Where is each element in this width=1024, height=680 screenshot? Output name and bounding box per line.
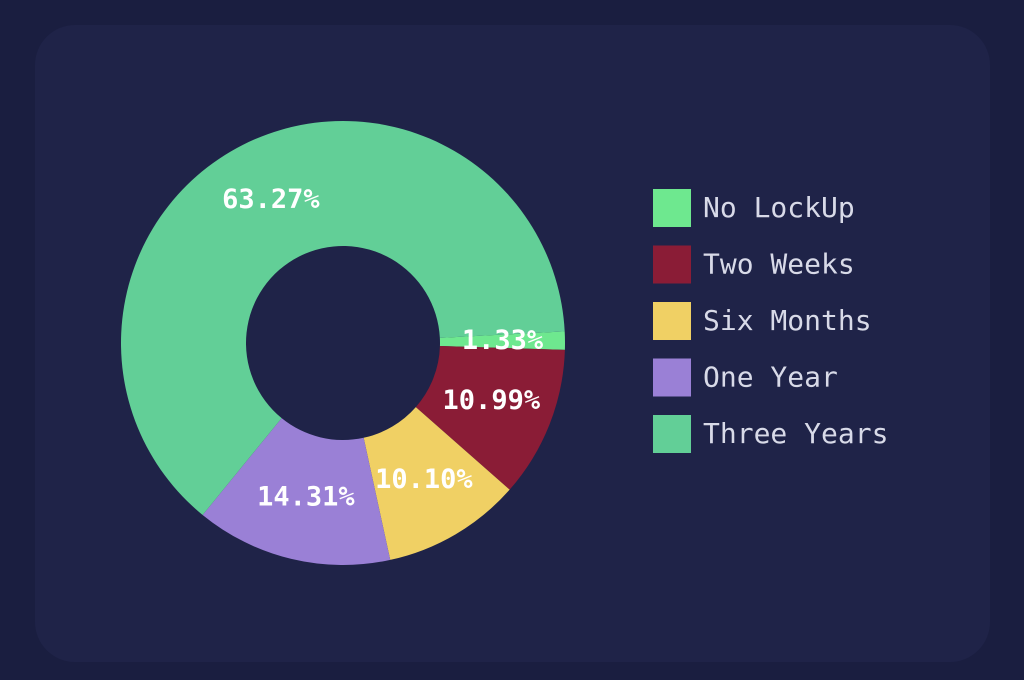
legend-label: No LockUp [703,191,855,224]
slice-labels: 1.33% 10.99% 10.10% 14.31% 63.27% [222,184,544,512]
donut-slice [415,346,565,490]
slice-label: 14.31% [257,482,355,513]
slice-label: 10.10% [375,464,473,495]
legend-label: One Year [703,361,838,394]
donut-slice [121,121,565,515]
slice-label: 1.33% [462,325,544,356]
donut-slice [363,407,510,560]
legend: No LockUp Two Weeks Six Months One Year Thre… [653,189,888,453]
legend-label: Two Weeks [703,248,855,281]
slice-label: 10.99% [443,385,541,416]
slice-label: 63.27% [222,184,320,215]
legend-swatch [653,189,691,227]
donut-slice [439,331,565,350]
donut [121,121,565,565]
legend-swatch [653,302,691,340]
legend-swatch [653,415,691,453]
legend-label: Three Years [703,417,888,450]
legend-swatch [653,245,691,284]
donut-slice [202,418,391,565]
legend-label: Six Months [703,304,872,337]
legend-swatch [653,358,691,397]
